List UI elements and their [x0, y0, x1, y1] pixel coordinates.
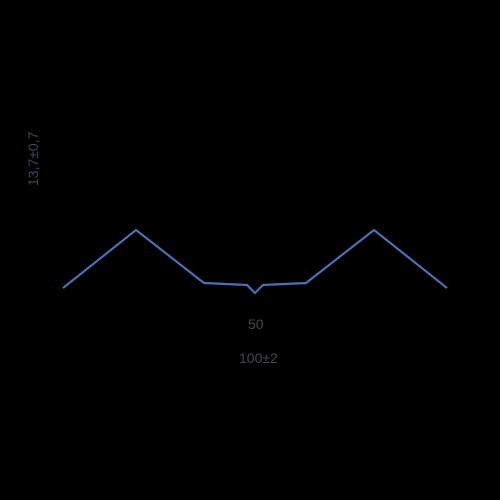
height-dimension-label: 13,7±0,7: [25, 132, 41, 186]
full-pitch-dimension-label: 100±2: [239, 350, 278, 366]
profile-diagram: 13,7±0,7 50 100±2: [0, 0, 500, 500]
profile-polyline: [63, 230, 447, 293]
half-pitch-dimension-label: 50: [248, 316, 264, 332]
profile-svg: [0, 0, 500, 500]
